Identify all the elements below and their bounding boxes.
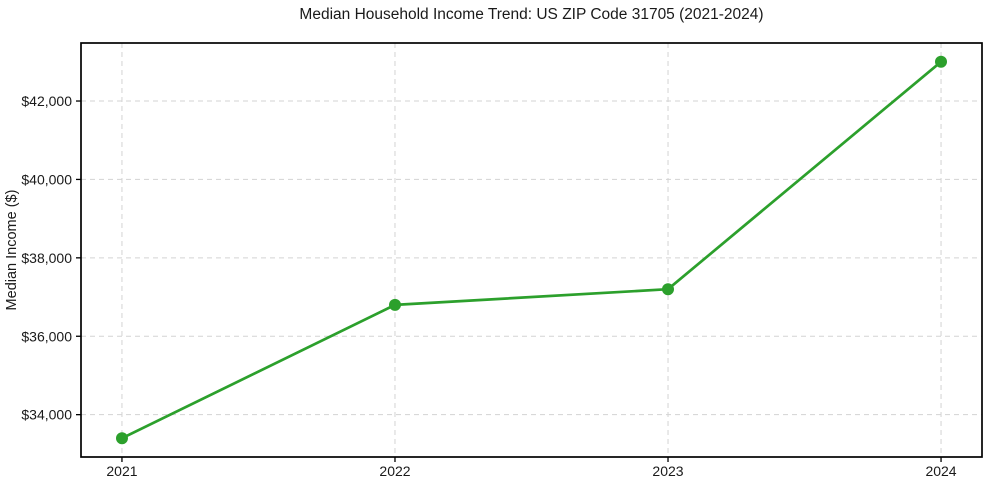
axis-frame bbox=[80, 42, 983, 458]
series-layer bbox=[116, 55, 947, 445]
y-tick-label: $40,000 bbox=[21, 171, 72, 187]
y-tick-label: $34,000 bbox=[21, 407, 72, 423]
label-layer: 2021 2022 2023 2024 $34,000 $36,000 $38,000 $40… bbox=[21, 93, 956, 479]
chart-title: Median Household Income Trend: US ZIP Co… bbox=[299, 6, 764, 23]
data-point-marker bbox=[935, 55, 947, 68]
trend-line bbox=[120, 60, 943, 440]
x-tick-label: 2022 bbox=[379, 463, 410, 479]
y-axis-title: Median Income ($) bbox=[4, 190, 20, 311]
data-point-marker bbox=[389, 298, 401, 311]
data-point-marker bbox=[116, 432, 128, 445]
x-tick-label: 2024 bbox=[925, 463, 956, 479]
x-tick-label: 2021 bbox=[106, 463, 137, 479]
y-tick-label: $36,000 bbox=[21, 328, 72, 344]
grid-layer bbox=[81, 43, 982, 457]
x-tick-label: 2023 bbox=[652, 463, 683, 479]
data-point-marker bbox=[662, 283, 674, 296]
y-tick-label: $38,000 bbox=[21, 250, 72, 266]
axis-layer bbox=[76, 42, 983, 462]
y-tick-label: $42,000 bbox=[21, 93, 72, 109]
